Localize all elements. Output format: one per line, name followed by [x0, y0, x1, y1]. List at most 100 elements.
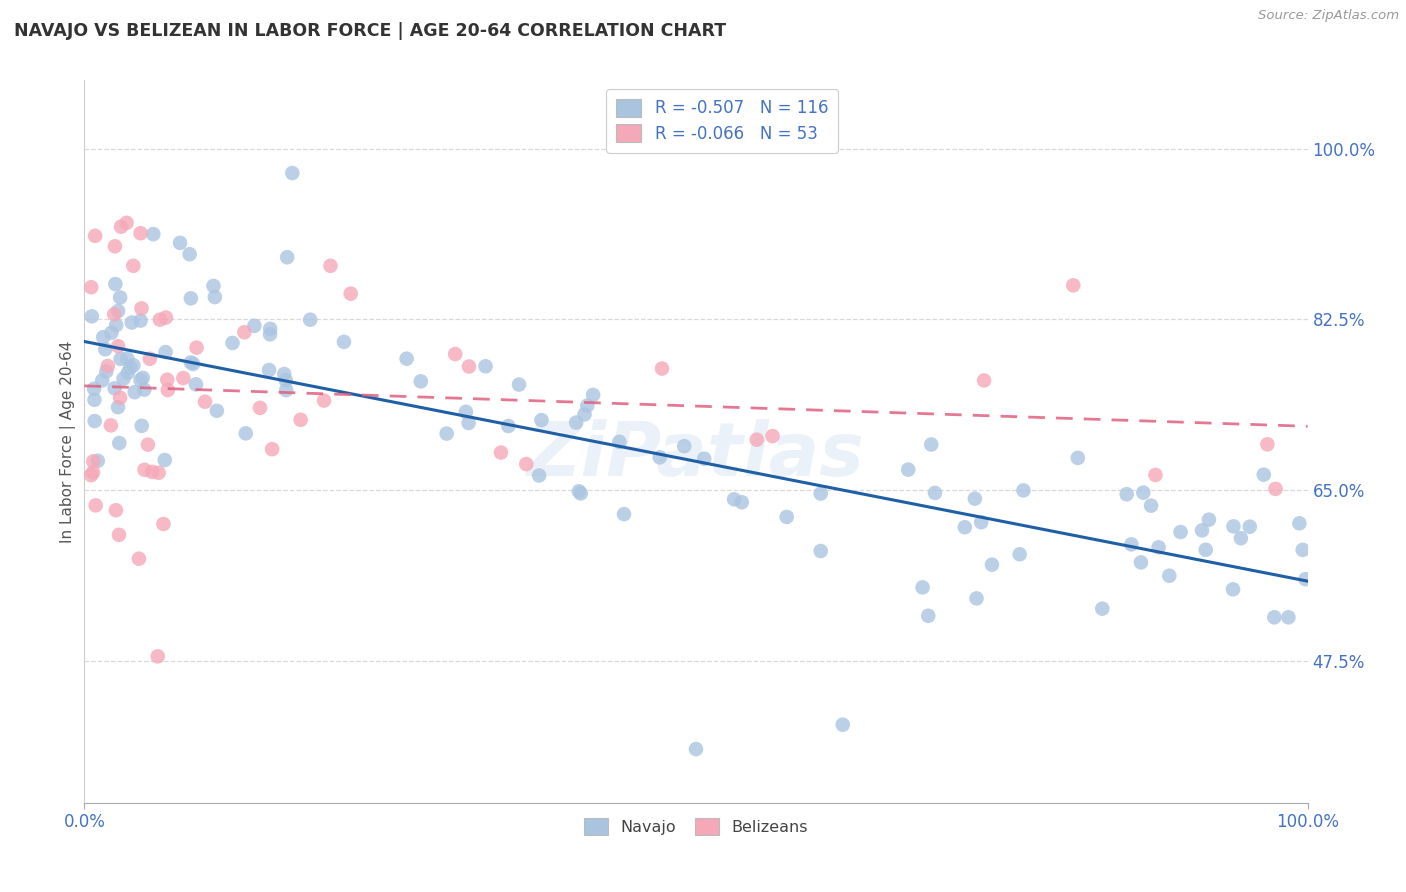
Point — [148, 466, 170, 480]
Point — [1191, 524, 1213, 538]
Point — [132, 371, 155, 385]
Point — [84, 499, 107, 513]
Point — [333, 334, 356, 349]
Point — [1263, 610, 1285, 624]
Point — [1062, 278, 1084, 293]
Point — [1230, 531, 1253, 545]
Point — [731, 495, 754, 509]
Point — [155, 310, 177, 325]
Point — [83, 414, 105, 428]
Point — [82, 466, 104, 480]
Point — [156, 373, 179, 387]
Point — [609, 434, 631, 449]
Point — [810, 486, 832, 500]
Point — [155, 345, 177, 359]
Point — [120, 360, 142, 375]
Point — [831, 717, 853, 731]
Point — [966, 591, 988, 606]
Point — [568, 484, 591, 499]
Point — [257, 363, 280, 377]
Point — [104, 277, 127, 291]
Point — [1222, 582, 1244, 597]
Point — [299, 312, 322, 326]
Point — [80, 468, 103, 483]
Point — [953, 520, 976, 534]
Point — [80, 310, 103, 324]
Point — [107, 339, 129, 353]
Point — [527, 468, 550, 483]
Point — [124, 385, 146, 400]
Point — [107, 304, 129, 318]
Point — [233, 325, 256, 339]
Point — [129, 226, 152, 240]
Point — [1144, 467, 1167, 482]
Point — [1159, 568, 1181, 582]
Point — [1253, 467, 1275, 482]
Point — [249, 401, 271, 415]
Point — [1115, 487, 1137, 501]
Point — [444, 347, 467, 361]
Point — [235, 426, 257, 441]
Point — [454, 405, 477, 419]
Point — [153, 453, 176, 467]
Point — [110, 219, 132, 234]
Point — [576, 399, 599, 413]
Point — [121, 316, 143, 330]
Point — [131, 301, 153, 316]
Point — [186, 341, 208, 355]
Point — [1256, 437, 1278, 451]
Point — [685, 742, 707, 756]
Point — [582, 388, 605, 402]
Point — [1012, 483, 1035, 498]
Point — [83, 392, 105, 407]
Point — [129, 373, 152, 387]
Point — [924, 486, 946, 500]
Point — [100, 326, 122, 340]
Point — [1129, 556, 1152, 570]
Point — [911, 580, 934, 594]
Point — [107, 400, 129, 414]
Point — [1121, 537, 1143, 551]
Point — [84, 228, 107, 243]
Point — [122, 259, 145, 273]
Point — [80, 280, 103, 294]
Point — [139, 351, 162, 366]
Point — [141, 465, 163, 479]
Point — [259, 322, 281, 336]
Point — [108, 391, 131, 405]
Point — [1091, 601, 1114, 615]
Point — [981, 558, 1004, 572]
Point — [181, 357, 204, 371]
Point — [290, 413, 312, 427]
Point — [97, 359, 120, 373]
Point — [117, 366, 139, 380]
Point — [1239, 519, 1261, 533]
Point — [276, 383, 298, 397]
Point — [651, 361, 673, 376]
Point — [648, 450, 671, 465]
Point — [108, 528, 131, 542]
Point — [169, 235, 191, 250]
Point — [152, 516, 174, 531]
Point — [83, 382, 105, 396]
Point — [693, 451, 716, 466]
Legend: Navajo, Belizeans: Navajo, Belizeans — [578, 812, 814, 842]
Point — [970, 515, 993, 529]
Point — [515, 457, 537, 471]
Point — [117, 351, 139, 366]
Point — [1147, 541, 1170, 555]
Point — [243, 318, 266, 333]
Point — [179, 247, 201, 261]
Point — [149, 312, 172, 326]
Point — [202, 279, 225, 293]
Point — [112, 371, 135, 385]
Point — [530, 413, 553, 427]
Point — [87, 454, 110, 468]
Point — [142, 227, 165, 241]
Point — [205, 403, 228, 417]
Point — [395, 351, 418, 366]
Text: NAVAJO VS BELIZEAN IN LABOR FORCE | AGE 20-64 CORRELATION CHART: NAVAJO VS BELIZEAN IN LABOR FORCE | AGE … — [14, 22, 725, 40]
Point — [108, 290, 131, 304]
Point — [723, 492, 745, 507]
Point — [180, 355, 202, 369]
